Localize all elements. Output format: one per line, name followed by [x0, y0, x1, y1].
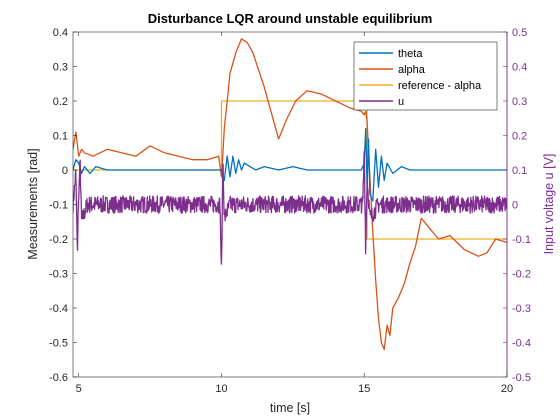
y-left-tick-label: -0.1 — [49, 200, 68, 212]
y-right-tick-label: 0.3 — [512, 96, 527, 108]
y-right-tick-label: 0 — [512, 200, 518, 212]
legend-label-u: u — [398, 96, 404, 108]
y-axis-right: -0.5 -0.4 -0.3 -0.2 -0.1 0 0.1 0.2 0.3 0.4 0.5 — [503, 27, 531, 384]
y-left-tick-label: 0 — [62, 165, 68, 177]
y-right-tick-label: -0.2 — [512, 269, 531, 281]
series-line-u — [73, 151, 507, 265]
legend-label-alpha: alpha — [398, 64, 426, 76]
y-right-tick-label: 0.2 — [512, 131, 527, 143]
y-left-tick-label: -0.2 — [49, 234, 68, 246]
y-left-tick-label: 0.4 — [53, 27, 68, 39]
y-right-tick-label: -0.3 — [512, 303, 531, 315]
x-tick-label: 5 — [76, 383, 82, 395]
legend-label-theta: theta — [398, 48, 423, 60]
x-axis-label: time [s] — [270, 401, 310, 415]
y-left-tick-label: -0.4 — [49, 303, 68, 315]
series-line-theta — [73, 127, 507, 202]
x-axis: 5 10 15 20 — [76, 32, 513, 395]
y-left-tick-label: 0.3 — [53, 62, 68, 74]
y-left-tick-label: -0.5 — [49, 338, 68, 350]
legend-box — [353, 41, 498, 111]
y-axis-right-label: Input voltage u [V] — [542, 154, 556, 255]
y-left-tick-label: 0.2 — [53, 96, 68, 108]
y-left-tick-label: 0.1 — [53, 131, 68, 143]
y-right-tick-label: -0.5 — [512, 372, 531, 384]
y-axis-left: -0.6 -0.5 -0.4 -0.3 -0.2 -0.1 0 0.1 0.2 0.3 0.4 — [49, 27, 77, 384]
x-tick-label: 20 — [501, 383, 513, 395]
x-tick-label: 10 — [215, 383, 227, 395]
legend-label-reference: reference - alpha — [398, 80, 482, 92]
y-right-tick-label: 0.5 — [512, 27, 527, 39]
y-right-tick-label: -0.1 — [512, 234, 531, 246]
series-line-alpha — [73, 38, 507, 351]
y-left-tick-label: -0.3 — [49, 269, 68, 281]
chart-title: Disturbance LQR around unstable equilibr… — [148, 11, 433, 26]
y-right-tick-label: 0.1 — [512, 165, 527, 177]
x-tick-label: 15 — [358, 383, 370, 395]
y-right-tick-label: -0.4 — [512, 338, 531, 350]
series-layer — [73, 38, 507, 351]
legend: theta alpha reference - alpha u — [353, 41, 498, 111]
y-right-tick-label: 0.4 — [512, 62, 527, 74]
y-left-tick-label: -0.6 — [49, 372, 68, 384]
y-axis-left-label: Measurements [rad] — [26, 148, 40, 259]
